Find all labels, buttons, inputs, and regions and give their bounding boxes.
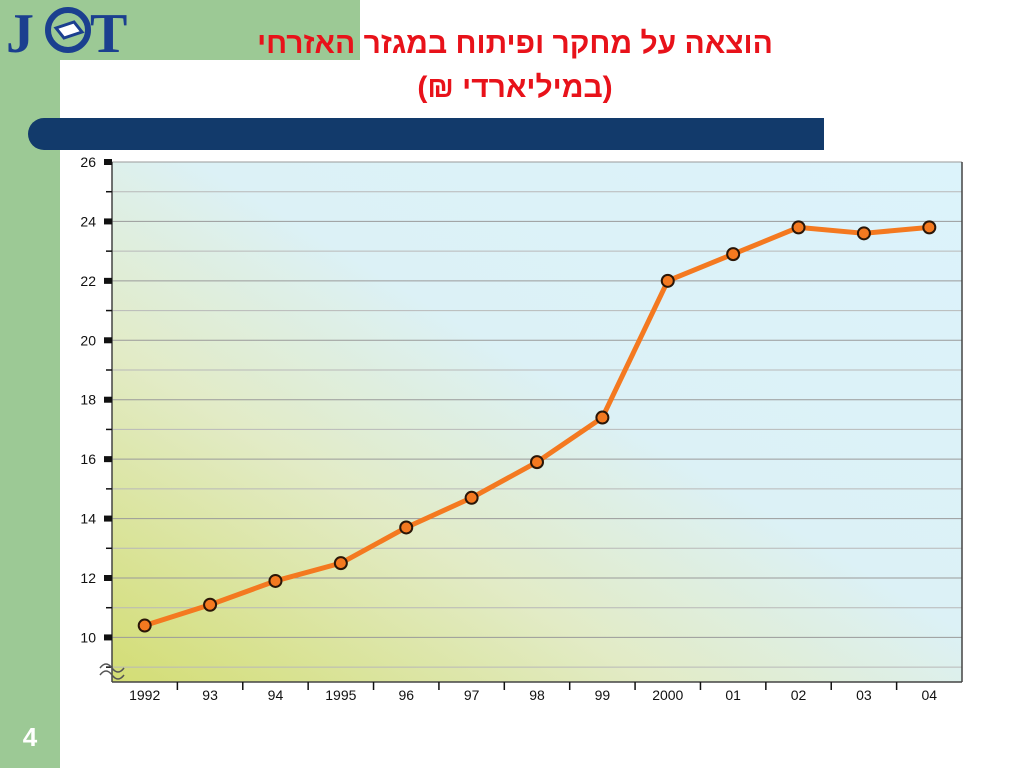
logo-letter-j: J bbox=[6, 3, 34, 60]
x-tick-label: 96 bbox=[398, 687, 414, 703]
y-tick-mark bbox=[104, 515, 112, 522]
data-point bbox=[660, 273, 675, 288]
y-tick-label: 22 bbox=[80, 273, 96, 289]
axis-frame bbox=[111, 162, 963, 683]
y-tick-mark bbox=[104, 396, 112, 403]
x-tick-label: 03 bbox=[856, 687, 872, 703]
y-tick-mark bbox=[104, 159, 112, 165]
x-tick-label: 02 bbox=[791, 687, 807, 703]
logo-circle bbox=[45, 7, 91, 53]
jct-logo: J T bbox=[6, 3, 127, 60]
y-tick-label: 16 bbox=[80, 451, 96, 467]
data-point bbox=[530, 455, 544, 470]
y-axis: 10 12 14 16 18 20 22 24 26 bbox=[80, 154, 112, 668]
logo-letter-t: T bbox=[90, 3, 127, 60]
x-tick-label: 1992 bbox=[129, 687, 160, 703]
line-chart: 10 12 14 16 18 20 22 24 26 1992 93 94 1995 96 97 98 99 2… bbox=[80, 154, 963, 703]
x-tick-label: 97 bbox=[464, 687, 480, 703]
plot-area bbox=[112, 162, 962, 682]
y-tick-mark bbox=[104, 575, 112, 581]
y-tick-mark bbox=[104, 634, 112, 641]
y-tick-label: 26 bbox=[80, 154, 96, 170]
y-tick-label: 10 bbox=[80, 629, 96, 645]
y-tick-mark bbox=[104, 277, 112, 284]
x-tick-label: 98 bbox=[529, 687, 545, 703]
data-point bbox=[464, 490, 479, 505]
y-tick-label: 18 bbox=[80, 392, 96, 408]
axis-break-icon bbox=[99, 663, 125, 680]
data-point bbox=[137, 618, 152, 633]
data-point bbox=[856, 226, 871, 241]
x-tick-label: 93 bbox=[202, 687, 218, 703]
data-points bbox=[137, 220, 937, 633]
x-tick-label: 94 bbox=[268, 687, 284, 703]
y-tick-mark bbox=[104, 218, 112, 225]
data-point bbox=[726, 247, 741, 262]
data-point bbox=[399, 520, 414, 535]
y-tick-mark bbox=[104, 456, 112, 463]
data-point bbox=[595, 410, 610, 425]
slide-title: הוצאה על מחקר ופיתוח במגזר האזרחי (במילי… bbox=[150, 22, 880, 110]
x-tick-label: 99 bbox=[595, 687, 611, 703]
title-line-1: הוצאה על מחקר ופיתוח במגזר האזרחי bbox=[257, 27, 773, 60]
page-number: 4 bbox=[22, 722, 38, 752]
title-line-2: (במיליארדי ₪) bbox=[417, 71, 613, 104]
data-point bbox=[333, 556, 348, 571]
y-tick-mark bbox=[104, 337, 112, 344]
x-tick-label: 04 bbox=[922, 687, 938, 703]
logo-book-icon bbox=[53, 20, 85, 40]
data-point bbox=[791, 220, 806, 235]
data-point bbox=[268, 573, 283, 588]
y-tick-label: 12 bbox=[80, 570, 96, 586]
y-tick-label: 14 bbox=[80, 511, 96, 527]
y-tick-label: 24 bbox=[80, 213, 96, 229]
x-axis: 1992 93 94 1995 96 97 98 99 2000 01 02 03 04 bbox=[129, 682, 937, 703]
data-point bbox=[922, 220, 937, 235]
data-point bbox=[203, 597, 218, 612]
x-tick-label: 2000 bbox=[652, 687, 683, 703]
x-tick-label: 01 bbox=[725, 687, 741, 703]
y-tick-label: 20 bbox=[80, 332, 96, 348]
blue-divider-bar bbox=[28, 118, 824, 150]
x-tick-label: 1995 bbox=[325, 687, 356, 703]
left-strip bbox=[0, 0, 60, 768]
